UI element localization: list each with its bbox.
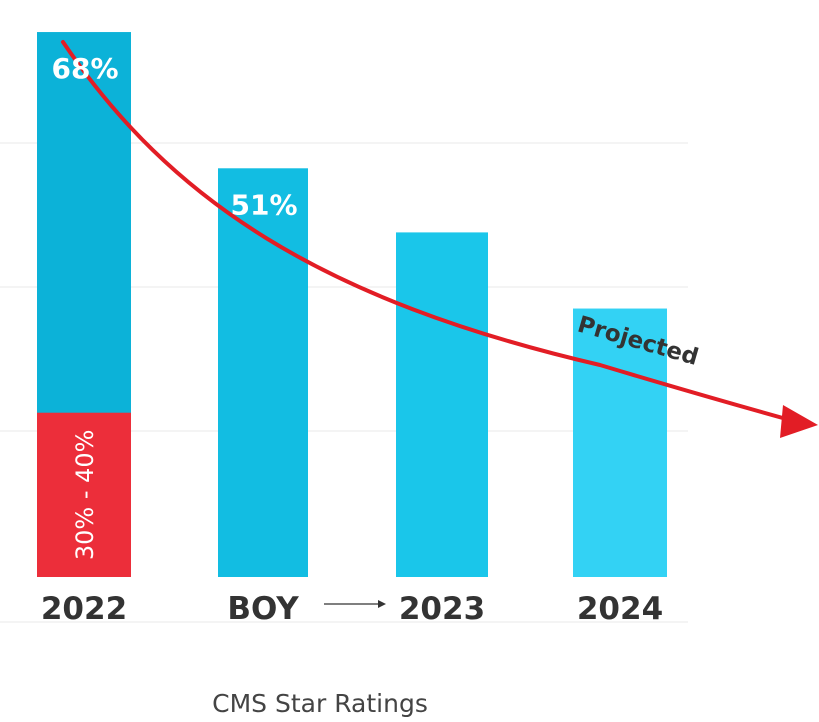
projection-curve [61,40,818,438]
tick-label-2023: 2023 [399,591,485,627]
transition-arrow-head [378,600,386,608]
bar-2023 [396,232,488,577]
bars [37,32,667,578]
projection-arrowhead [780,405,818,438]
data-label-2022: 68% [51,52,118,85]
tick-label-boy: BOY [227,591,299,627]
projection-curve-line [61,40,792,422]
tick-label-2022: 2022 [41,591,127,627]
tick-label-2024: 2024 [577,591,663,627]
highlight-segment-label: 30% - 40% [71,430,99,561]
data-label-boy: 51% [230,188,297,221]
bar-2024 [573,308,667,577]
highlight-segment [37,412,131,577]
bar-boy [218,168,308,577]
x-axis-label: CMS Star Ratings [212,689,428,718]
